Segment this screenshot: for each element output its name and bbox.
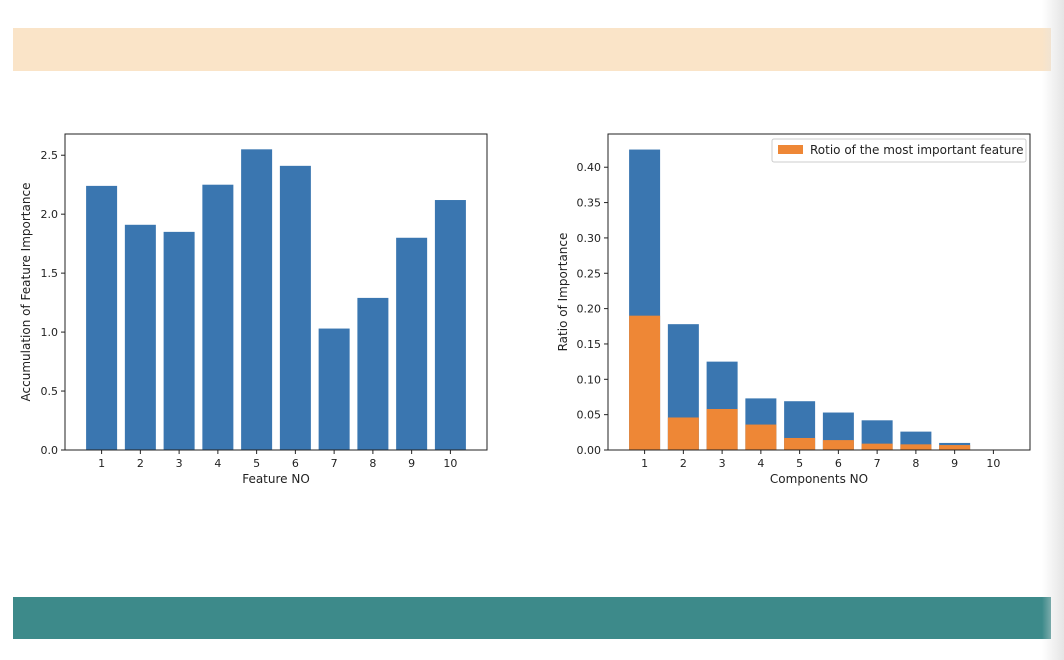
chart2-x-ticks: 1 2 3 4 5 6 7 8 9 10	[641, 450, 1000, 470]
chart2-bar-s2-4	[745, 424, 777, 450]
chart1-x-axis-label: Feature NO	[242, 472, 310, 486]
chart2-y-tick-label: 0.15	[577, 338, 602, 351]
chart2-bar-s2-7	[861, 443, 893, 450]
chart2-x-tick-label: 5	[796, 457, 803, 470]
chart1-x-tick-label: 8	[369, 457, 376, 470]
ratio-importance-chart: 0.00 0.05 0.10 0.15 0.20 0.25 0.30 0.35 0.40 1 2 3…	[556, 133, 1031, 486]
chart1-bars	[86, 149, 466, 450]
chart2-y-tick-label: 0.20	[577, 303, 602, 316]
chart2-y-tick-label: 0.30	[577, 232, 602, 245]
chart1-x-tick-label: 4	[214, 457, 221, 470]
chart1-bar-s1-1	[86, 185, 118, 450]
chart2-x-tick-label: 9	[951, 457, 958, 470]
chart2-axes-frame	[607, 133, 1031, 451]
chart1-y-tick-label: 1.5	[41, 267, 59, 280]
chart1-y-tick-label: 2.5	[41, 149, 59, 162]
chart2-x-tick-label: 8	[912, 457, 919, 470]
chart1-y-tick-label: 0.0	[41, 444, 59, 457]
chart1-x-tick-label: 3	[176, 457, 183, 470]
bottom-color-band	[13, 597, 1051, 639]
chart1-y-tick-label: 0.5	[41, 385, 59, 398]
chart1-bar-s1-9	[396, 237, 428, 450]
chart2-x-tick-label: 2	[680, 457, 687, 470]
chart2-y-tick-label: 0.00	[577, 444, 602, 457]
chart1-x-tick-label: 6	[292, 457, 299, 470]
chart1-x-tick-label: 1	[98, 457, 105, 470]
chart1-bar-s1-8	[357, 297, 389, 450]
chart2-bars	[629, 149, 971, 451]
legend-label: Rotio of the most important feature	[810, 143, 1023, 157]
chart1-y-ticks: 0.0 0.5 1.0 1.5 2.0 2.5	[41, 149, 65, 457]
chart1-x-tick-label: 2	[137, 457, 144, 470]
chart1-y-axis-label: Accumulation of Feature Importance	[19, 183, 33, 402]
chart2-bar-s2-2	[667, 417, 699, 450]
chart2-x-tick-label: 1	[641, 457, 648, 470]
chart1-bar-s1-7	[318, 328, 350, 450]
chart1-bar-s1-3	[163, 231, 195, 450]
chart1-x-tick-label: 5	[253, 457, 260, 470]
chart1-axes-frame	[64, 133, 488, 451]
chart2-bar-s2-8	[900, 444, 932, 450]
chart2-y-tick-label: 0.05	[577, 409, 602, 422]
chart2-x-tick-label: 7	[874, 457, 881, 470]
chart1-x-tick-label: 7	[331, 457, 338, 470]
chart1-bar-s1-4	[202, 184, 234, 450]
chart2-y-tick-label: 0.25	[577, 267, 602, 280]
feature-importance-chart: 0.0 0.5 1.0 1.5 2.0 2.5 1 2 3 4 5 6 7 8 9 10 Feature N…	[19, 133, 488, 486]
chart1-bar-s1-10	[434, 200, 466, 450]
chart2-bar-s2-9	[939, 445, 971, 450]
chart1-bar-s1-6	[279, 165, 311, 450]
chart2-bar-s2-6	[822, 440, 854, 450]
chart2-bar-s2-1	[629, 315, 661, 450]
legend-box	[771, 138, 1027, 163]
chart2-y-tick-label: 0.40	[577, 161, 602, 174]
chart2-bar-s2-3	[706, 409, 738, 450]
chart1-bar-s1-2	[124, 224, 156, 450]
chart1-y-tick-label: 1.0	[41, 326, 59, 339]
chart1-bar-s1-5	[241, 149, 273, 450]
chart2-x-tick-label: 6	[835, 457, 842, 470]
chart2-bar-s2-5	[784, 437, 816, 450]
chart2-y-tick-label: 0.10	[577, 373, 602, 386]
chart2-y-axis-label: Ratio of Importance	[556, 233, 570, 352]
chart2-legend: Rotio of the most important feature	[771, 138, 1027, 163]
chart2-x-tick-label: 10	[986, 457, 1000, 470]
chart2-y-tick-label: 0.35	[577, 197, 602, 210]
chart1-x-ticks: 1 2 3 4 5 6 7 8 9 10	[98, 450, 457, 470]
legend-swatch-orange	[778, 145, 803, 154]
chart1-x-tick-label: 9	[408, 457, 415, 470]
right-edge-shadow	[1042, 0, 1064, 660]
chart2-x-axis-label: Components NO	[770, 472, 868, 486]
chart2-y-ticks: 0.00 0.05 0.10 0.15 0.20 0.25 0.30 0.35 0.40	[577, 161, 608, 457]
chart2-x-tick-label: 4	[757, 457, 764, 470]
chart1-x-tick-label: 10	[443, 457, 457, 470]
top-color-band	[13, 28, 1051, 71]
chart1-y-tick-label: 2.0	[41, 208, 59, 221]
chart2-x-tick-label: 3	[719, 457, 726, 470]
